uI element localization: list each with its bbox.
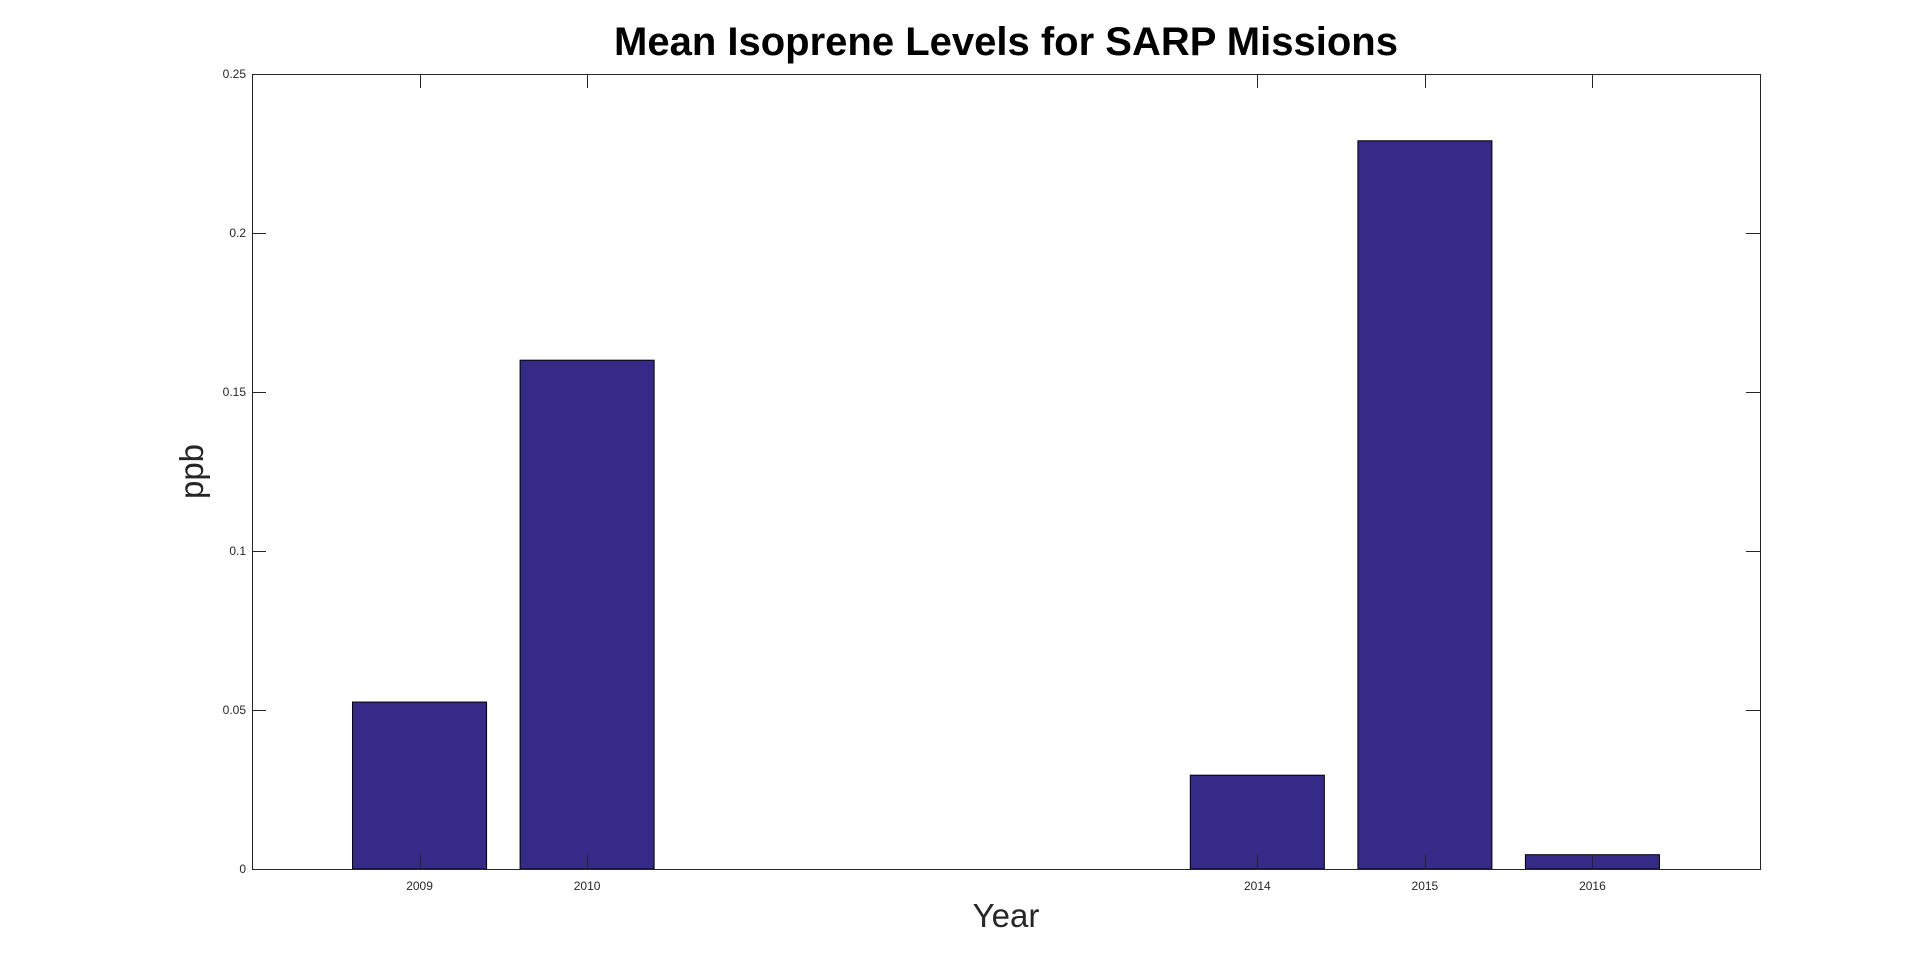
x-tick-label: 2016: [1579, 879, 1606, 893]
bar-2015: [1357, 140, 1493, 870]
y-tick-label: 0: [239, 862, 246, 876]
bar-2014: [1189, 774, 1325, 870]
x-axis-label: Year: [973, 897, 1040, 934]
x-tick-label: 2014: [1244, 879, 1271, 893]
bars: [352, 140, 1660, 870]
y-tick-label: 0.2: [229, 226, 246, 240]
bar-2010: [519, 359, 655, 870]
chart-title: Mean Isoprene Levels for SARP Missions: [614, 20, 1398, 64]
axes-box: [252, 74, 1761, 870]
y-axis-label: ppb: [173, 444, 210, 499]
tick-labels: 2009 2010 2014 2015 2016 0 0.05 0.1 0.15 0.2 0.25: [223, 67, 1606, 893]
plot-area: [252, 74, 1760, 869]
y-tick-label: 0.1: [229, 544, 246, 558]
y-tick-label: 0.25: [223, 67, 247, 81]
x-tick-label: 2010: [574, 879, 601, 893]
y-tick-label: 0.15: [223, 385, 247, 399]
bar-2009: [352, 701, 488, 870]
x-tick-label: 2015: [1412, 879, 1439, 893]
y-tick-label: 0.05: [223, 703, 247, 717]
x-tick-label: 2009: [406, 879, 433, 893]
